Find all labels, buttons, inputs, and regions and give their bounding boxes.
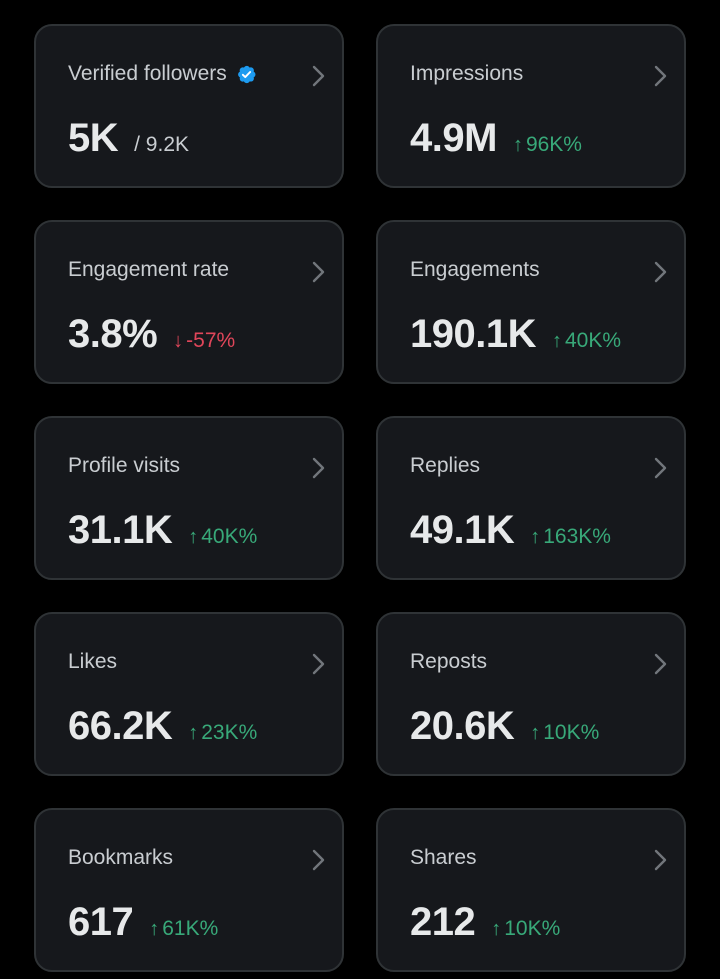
arrow-up-icon: ↑ <box>530 722 541 744</box>
metric-delta: ↓ -57% <box>173 329 235 353</box>
metric-delta: ↑ 61K% <box>149 917 218 941</box>
chevron-right-icon <box>312 65 325 87</box>
card-replies[interactable]: Replies 49.1K ↑ 163K% <box>376 416 686 580</box>
metric-value: 66.2K <box>68 704 173 748</box>
value-row: 20.6K ↑ 10K% <box>410 704 599 749</box>
card-title-label: Likes <box>68 650 118 673</box>
card-title-label: Engagements <box>410 258 540 281</box>
chevron-right-icon <box>654 653 667 675</box>
delta-value: -57% <box>186 329 236 352</box>
card-title-label: Reposts <box>410 650 488 673</box>
value-row: 190.1K ↑ 40K% <box>410 312 621 357</box>
delta-value: 163K% <box>543 525 611 548</box>
value-row: 3.8% ↓ -57% <box>68 312 235 357</box>
value-row: 4.9M ↑ 96K% <box>410 116 582 161</box>
metric-value: 617 <box>68 900 134 944</box>
arrow-up-icon: ↑ <box>551 330 562 352</box>
arrow-up-icon: ↑ <box>149 918 160 940</box>
delta-value: 96K% <box>525 133 582 156</box>
arrow-up-icon: ↑ <box>512 134 523 156</box>
card-title-label: Verified followers <box>68 62 227 85</box>
card-title: Likes <box>68 650 117 674</box>
value-row: 66.2K ↑ 23K% <box>68 704 257 749</box>
metric-value: 5K <box>68 116 119 160</box>
card-title-label: Bookmarks <box>68 846 174 869</box>
arrow-up-icon: ↑ <box>188 722 199 744</box>
arrow-up-icon: ↑ <box>188 526 199 548</box>
arrow-up-icon: ↑ <box>491 918 502 940</box>
chevron-right-icon <box>654 65 667 87</box>
metric-value: 31.1K <box>68 508 173 552</box>
chevron-right-icon <box>312 261 325 283</box>
metric-delta: ↑ 96K% <box>513 133 582 157</box>
card-title: Replies <box>410 454 480 478</box>
value-row: 49.1K ↑ 163K% <box>410 508 611 553</box>
delta-value: 10K% <box>504 917 561 940</box>
metric-value: 4.9M <box>410 116 497 160</box>
value-row: 31.1K ↑ 40K% <box>68 508 257 553</box>
metric-total: / 9.2K <box>134 133 190 156</box>
card-impressions[interactable]: Impressions 4.9M ↑ 96K% <box>376 24 686 188</box>
metric-value: 190.1K <box>410 312 536 356</box>
card-title-label: Shares <box>410 846 477 869</box>
card-title: Engagement rate <box>68 258 229 282</box>
value-row: 617 ↑ 61K% <box>68 900 218 945</box>
delta-value: 40K% <box>564 329 622 352</box>
chevron-right-icon <box>654 261 667 283</box>
delta-value: 10K% <box>543 721 600 744</box>
card-shares[interactable]: Shares 212 ↑ 10K% <box>376 808 686 972</box>
metric-delta: ↑ 10K% <box>530 721 599 745</box>
card-likes[interactable]: Likes 66.2K ↑ 23K% <box>34 612 344 776</box>
card-title: Shares <box>410 846 477 870</box>
metric-delta: ↑ 163K% <box>530 525 611 549</box>
card-reposts[interactable]: Reposts 20.6K ↑ 10K% <box>376 612 686 776</box>
metric-value: 3.8% <box>68 312 158 356</box>
chevron-right-icon <box>312 457 325 479</box>
card-title: Verified followers <box>68 62 257 86</box>
verified-badge-icon <box>237 65 256 83</box>
card-title: Reposts <box>410 650 487 674</box>
chevron-right-icon <box>654 457 667 479</box>
value-row: 5K / 9.2K <box>68 116 189 161</box>
chevron-right-icon <box>312 849 325 871</box>
delta-value: 40K% <box>201 525 258 548</box>
delta-value: 23K% <box>201 721 258 744</box>
card-title-label: Replies <box>410 454 481 477</box>
metric-delta: ↑ 23K% <box>188 721 257 745</box>
card-title: Impressions <box>410 62 523 86</box>
card-title-label: Profile visits <box>68 454 181 477</box>
card-title: Engagements <box>410 258 540 282</box>
card-title-label: Impressions <box>410 62 524 85</box>
arrow-down-icon: ↓ <box>173 330 184 352</box>
metric-delta: ↑ 10K% <box>491 917 560 941</box>
chevron-right-icon <box>312 653 325 675</box>
metric-delta: ↑ 40K% <box>552 329 621 353</box>
card-bookmarks[interactable]: Bookmarks 617 ↑ 61K% <box>34 808 344 972</box>
metric-value: 20.6K <box>410 704 515 748</box>
metrics-grid: Verified followers 5K / 9.2K Impressions… <box>34 24 686 972</box>
chevron-right-icon <box>654 849 667 871</box>
value-row: 212 ↑ 10K% <box>410 900 560 945</box>
card-engagements[interactable]: Engagements 190.1K ↑ 40K% <box>376 220 686 384</box>
metric-value: 49.1K <box>410 508 515 552</box>
card-profile-visits[interactable]: Profile visits 31.1K ↑ 40K% <box>34 416 344 580</box>
arrow-up-icon: ↑ <box>530 526 541 548</box>
card-verified-followers[interactable]: Verified followers 5K / 9.2K <box>34 24 344 188</box>
metric-delta: ↑ 40K% <box>188 525 257 549</box>
card-title-label: Engagement rate <box>68 258 230 281</box>
delta-value: 61K% <box>162 917 219 940</box>
metric-value: 212 <box>410 900 476 944</box>
card-title: Bookmarks <box>68 846 173 870</box>
card-title: Profile visits <box>68 454 180 478</box>
card-engagement-rate[interactable]: Engagement rate 3.8% ↓ -57% <box>34 220 344 384</box>
